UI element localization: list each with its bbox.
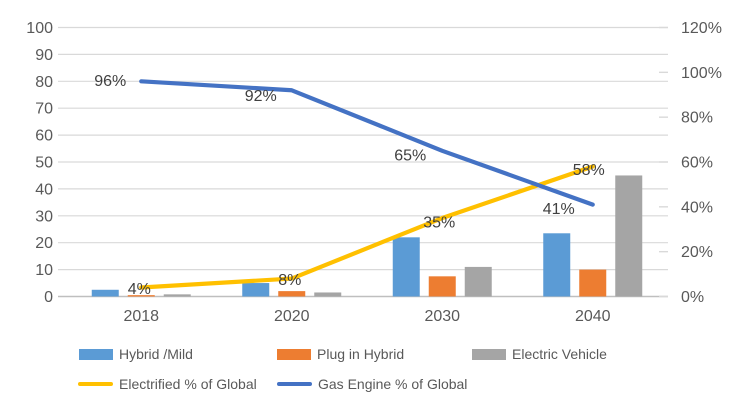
left-axis-tick-label: 0 [44,289,53,306]
left-axis-tick-label: 10 [35,262,53,279]
left-axis-tick-label: 60 [35,128,53,145]
bar-hybrid-mild-2020 [242,283,270,297]
right-axis-tick-label: 60% [681,155,713,172]
bar-plug-in-hybrid-2040 [579,269,607,297]
right-axis-tick-label: 20% [681,244,713,261]
left-axis-tick-label: 30 [35,208,53,225]
left-axis-tick-label: 80 [35,74,53,91]
x-axis-label-2020: 2020 [274,308,310,325]
line-gas-engine-pct-of-global [139,79,595,207]
data-label-electrified-pct-of-global-2040: 58% [573,162,605,179]
data-label-gas-engine-pct-of-global-2020: 92% [245,88,277,105]
data-label-gas-engine-pct-of-global-2040: 41% [543,201,575,218]
bar-electric-vehicle-2040 [615,175,643,297]
line-electrified-pct-of-global [139,164,595,290]
bar-hybrid-mild-2018 [91,289,119,297]
bar-electric-vehicle-2018 [163,294,191,297]
bar-hybrid-mild-2040 [543,233,571,297]
left-axis-tick-label: 20 [35,235,53,252]
right-axis-tick-label: 80% [681,110,713,127]
left-axis-tick-label: 50 [35,155,53,172]
x-axis-label-2018: 2018 [123,308,159,325]
data-label-electrified-pct-of-global-2020: 8% [278,272,301,289]
left-axis-tick-label: 40 [35,181,53,198]
left-axis-tick-label: 100 [26,20,53,37]
bar-plug-in-hybrid-2030 [428,276,456,297]
data-label-electrified-pct-of-global-2030: 35% [423,215,455,232]
data-label-electrified-pct-of-global-2018: 4% [128,281,151,298]
bar-electric-vehicle-2020 [314,292,342,297]
bar-electric-vehicle-2030 [464,266,492,297]
right-axis-tick-label: 40% [681,199,713,216]
bar-hybrid-mild-2030 [392,237,420,297]
right-axis-tick-label: 0% [681,289,704,306]
bar-plug-in-hybrid-2020 [278,291,306,297]
left-axis-tick-label: 70 [35,101,53,118]
right-axis-tick-label: 120% [681,20,722,37]
right-axis-tick-label: 100% [681,65,722,82]
data-label-gas-engine-pct-of-global-2030: 65% [394,147,426,164]
data-label-gas-engine-pct-of-global-2018: 96% [94,73,126,90]
x-axis-label-2030: 2030 [424,308,460,325]
bar-plug-in-hybrid-2018 [127,295,155,297]
x-axis-label-2040: 2040 [575,308,611,325]
left-axis-tick-label: 90 [35,47,53,64]
